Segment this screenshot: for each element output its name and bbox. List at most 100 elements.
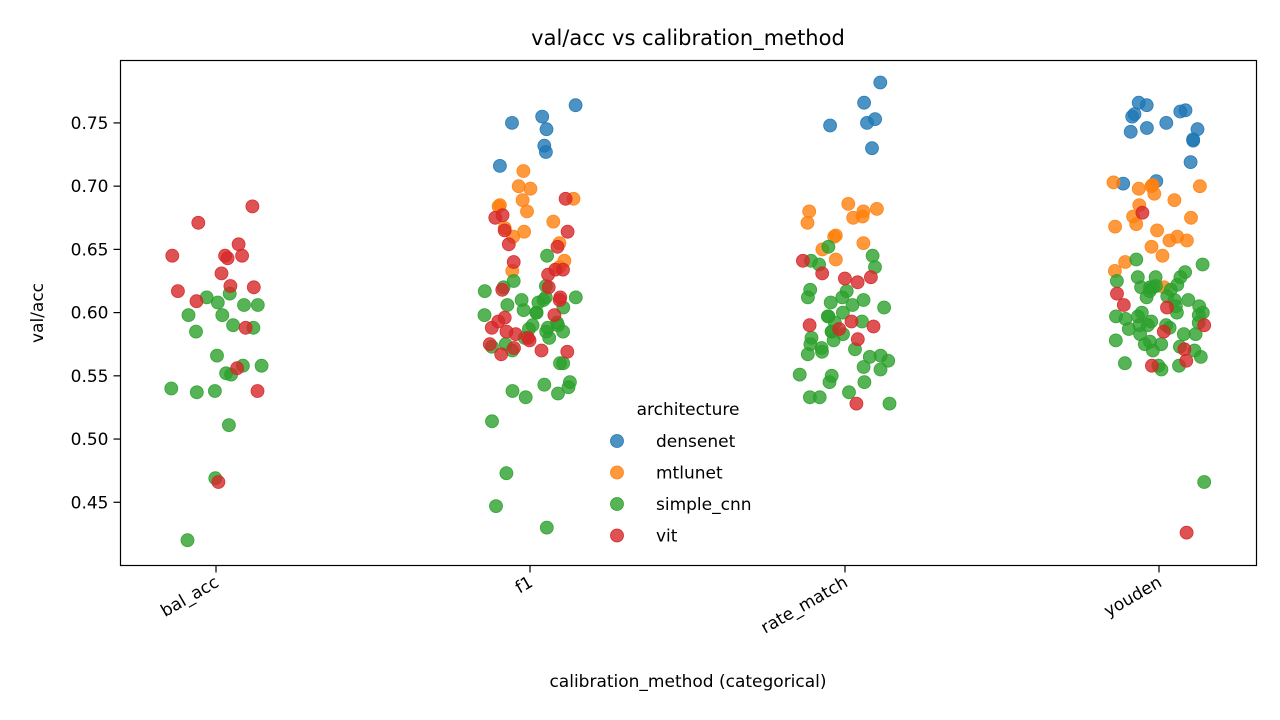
point-densenet [492,158,507,173]
point-simple_cnn [539,324,554,339]
point-simple_cnn [845,298,860,312]
point-simple_cnn [1129,252,1144,267]
point-densenet [823,118,837,133]
point-vit [238,320,253,335]
point-vit [550,239,565,254]
point-mtlunet [802,204,817,219]
point-vit [832,322,847,336]
point-mtlunet [520,204,534,219]
y-tick-label: 0.55 [71,367,109,387]
point-simple_cnn [485,414,499,429]
point-simple_cnn [254,358,269,373]
point-mtlunet [855,209,870,224]
point-vit [235,248,250,263]
y-tick-label: 0.60 [71,304,109,324]
point-simple_cnn [882,396,897,411]
point-vit [189,294,204,309]
point-simple_cnn [792,367,807,382]
point-vit [1135,205,1150,220]
point-simple_cnn [1110,274,1124,288]
point-mtlunet [841,196,856,211]
point-simple_cnn [1118,356,1132,371]
point-vit [223,279,238,293]
point-vit [844,314,859,329]
point-simple_cnn [835,290,850,305]
point-simple_cnn [215,308,230,323]
point-densenet [1183,155,1198,170]
point-mtlunet [516,164,531,178]
point-densenet [1125,109,1140,124]
y-axis-label: val/acc [28,283,48,343]
point-simple_cnn [489,499,503,514]
point-simple_cnn [221,418,236,433]
point-vit [1177,342,1192,357]
point-densenet [873,75,888,90]
legend-marker-densenet [610,434,624,448]
point-mtlunet [800,215,815,230]
point-simple_cnn [865,248,880,263]
point-mtlunet [1144,239,1159,254]
point-mtlunet [828,252,843,267]
point-mtlunet [546,214,561,229]
point-vit [815,266,830,281]
point-vit [214,266,229,281]
point-simple_cnn [506,274,521,288]
point-simple_cnn [1140,318,1155,333]
legend-marker-mtlunet [610,465,624,480]
point-vit [246,280,261,295]
point-vit [231,237,246,252]
point-simple_cnn [823,295,838,310]
legend-label-mtlunet: mtlunet [656,464,723,484]
point-mtlunet [1108,219,1122,234]
point-mtlunet [523,181,538,196]
y-tick-label: 0.45 [71,493,109,513]
y-tick-label: 0.50 [71,430,109,450]
point-mtlunet [1184,210,1198,225]
point-vit [849,396,864,411]
point-simple_cnn [207,384,222,398]
point-vit [211,475,226,489]
point-vit [802,318,817,333]
point-vit [165,248,180,263]
point-simple_cnn [551,386,565,401]
point-simple_cnn [237,298,251,312]
point-simple_cnn [800,347,815,362]
point-simple_cnn [539,520,554,535]
point-vit [508,327,523,342]
point-simple_cnn [1143,334,1157,349]
point-vit [541,280,556,295]
point-densenet [860,116,874,130]
point-mtlunet [1106,175,1121,190]
point-vit [534,343,549,358]
point-vit [245,199,260,214]
point-vit [560,344,575,359]
point-densenet [865,141,879,156]
point-vit [866,319,881,334]
point-vit [1160,300,1174,315]
point-simple_cnn [1176,327,1191,342]
point-simple_cnn [803,282,818,297]
point-simple_cnn [821,239,836,254]
point-vit [488,210,503,225]
point-vit [796,253,810,268]
point-simple_cnn [568,290,583,305]
point-vit [220,251,235,266]
point-vit [1156,324,1171,339]
point-densenet [857,95,871,110]
point-simple_cnn [857,375,872,390]
point-mtlunet [1193,179,1207,194]
point-densenet [1131,95,1146,110]
point-vit [552,293,567,307]
legend-marker-simple_cnn [610,497,624,511]
point-densenet [505,116,519,130]
point-vit [850,332,865,347]
y-tick-label: 0.70 [71,177,109,197]
point-simple_cnn [537,377,552,392]
point-vit [1179,353,1194,368]
point-simple_cnn [836,305,850,320]
point-simple_cnn [210,348,224,363]
legend-label-simple_cnn: simple_cnn [656,495,752,515]
point-simple_cnn [477,284,492,299]
